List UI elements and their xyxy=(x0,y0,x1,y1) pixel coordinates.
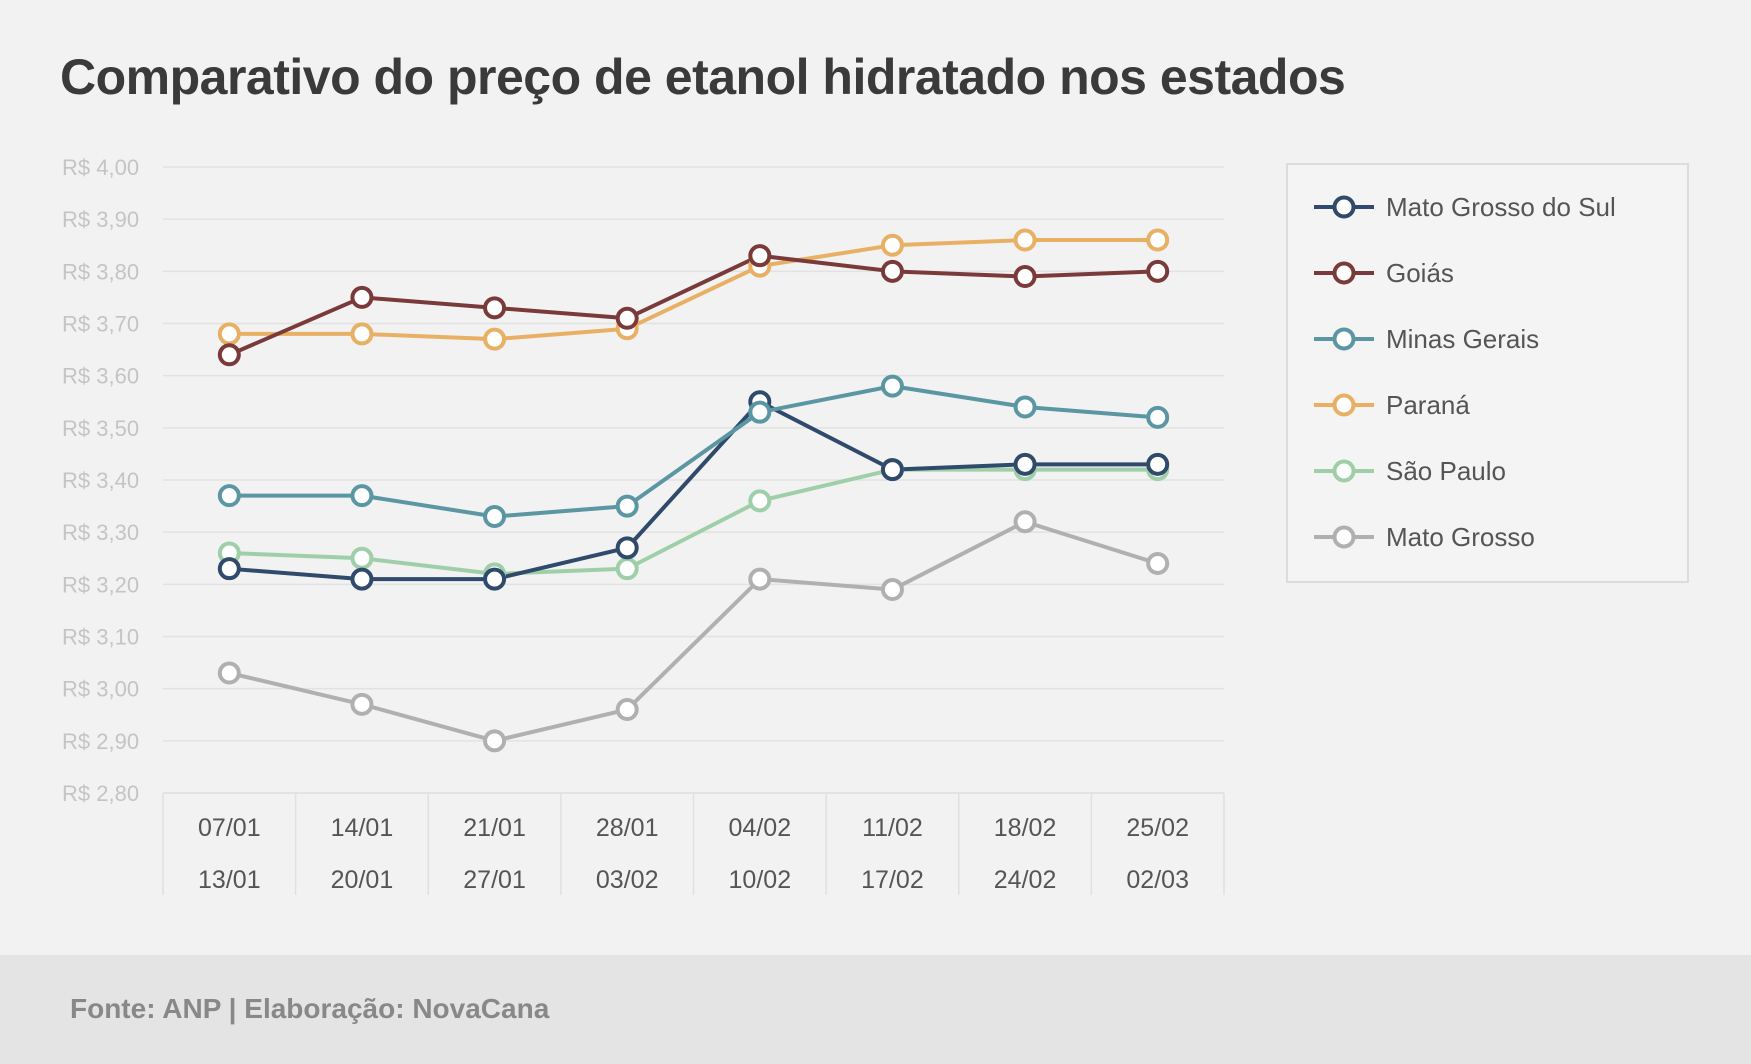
legend-item: Goiás xyxy=(1312,253,1454,293)
data-point-mato-grosso-do-sul xyxy=(350,567,374,591)
y-tick-label: R$ 2,80 xyxy=(62,781,139,806)
data-point-mato-grosso xyxy=(1013,510,1037,534)
legend-label: São Paulo xyxy=(1386,455,1506,486)
data-point-parana xyxy=(350,322,374,346)
data-point-mato-grosso-do-sul xyxy=(217,557,241,581)
x-tick-label: 28/01 xyxy=(596,814,659,842)
legend-label: Minas Gerais xyxy=(1386,323,1540,354)
data-point-goias xyxy=(483,296,507,320)
data-point-sao-paulo xyxy=(748,489,772,513)
x-tick-label: 20/01 xyxy=(331,866,394,894)
legend-item: Mato Grosso xyxy=(1312,517,1535,557)
data-point-mato-grosso xyxy=(880,578,904,602)
x-tick-label: 03/02 xyxy=(596,866,659,894)
data-point-sao-paulo xyxy=(615,557,639,581)
data-point-mato-grosso xyxy=(615,698,639,722)
y-tick-label: R$ 3,90 xyxy=(62,207,139,232)
data-point-mato-grosso-do-sul xyxy=(880,458,904,482)
series-line-sao-paulo xyxy=(229,467,1158,576)
x-tick-label: 11/02 xyxy=(862,814,923,842)
legend-marker-icon xyxy=(1314,459,1374,483)
series-line-mato-grosso-do-sul xyxy=(229,399,1158,582)
data-point-minas-gerais xyxy=(350,484,374,508)
series-line-goias xyxy=(228,253,1158,357)
legend-item: Mato Grosso do Sul xyxy=(1312,187,1616,227)
footer: Fonte: ANP | Elaboração: NovaCana xyxy=(0,955,1751,1064)
series-line-minas-gerais xyxy=(229,384,1158,519)
data-point-goias xyxy=(217,343,241,367)
data-point-parana xyxy=(483,327,507,351)
x-tick-label: 13/01 xyxy=(198,866,261,894)
data-point-mato-grosso xyxy=(1146,551,1170,575)
data-point-parana xyxy=(1146,228,1170,252)
data-point-goias xyxy=(748,244,772,268)
data-point-minas-gerais xyxy=(615,494,639,518)
data-point-mato-grosso xyxy=(748,567,772,591)
series-line-mato-grosso xyxy=(228,519,1159,743)
data-point-mato-grosso xyxy=(350,692,374,716)
data-point-mato-grosso-do-sul xyxy=(483,567,507,591)
data-point-parana xyxy=(1013,228,1037,252)
x-tick-label: 25/02 xyxy=(1126,814,1189,842)
data-point-minas-gerais xyxy=(1146,405,1170,429)
data-point-minas-gerais xyxy=(217,484,241,508)
line-chart: R$ 2,80 R$ 2,90 R$ 3,00 R$ 3,10 R$ 3,20 R$ 3,… xyxy=(62,155,1225,895)
y-tick-label: R$ 3,00 xyxy=(62,677,139,702)
x-tick-label: 02/03 xyxy=(1126,866,1189,894)
x-tick-label: 10/02 xyxy=(729,866,792,894)
y-tick-label: R$ 3,80 xyxy=(62,259,139,284)
y-tick-label: R$ 2,90 xyxy=(62,729,139,754)
y-tick-label: R$ 3,70 xyxy=(62,312,139,337)
legend-marker-icon xyxy=(1314,393,1374,417)
data-point-sao-paulo xyxy=(350,546,374,570)
legend-item: Paraná xyxy=(1312,385,1470,425)
data-point-mato-grosso xyxy=(483,729,507,753)
data-point-goias xyxy=(615,306,639,330)
y-tick-label: R$ 3,40 xyxy=(62,468,139,493)
x-tick-label: 17/02 xyxy=(861,866,924,894)
legend-item: Minas Gerais xyxy=(1312,319,1539,359)
chart-legend: Mato Grosso do Sul Goiás Minas Gerais Paran… xyxy=(1286,163,1689,583)
series-line-parana xyxy=(229,238,1158,342)
legend-label: Paraná xyxy=(1386,389,1470,420)
legend-label: Mato Grosso xyxy=(1386,521,1535,552)
legend-marker-icon xyxy=(1314,525,1374,549)
y-tick-label: R$ 3,50 xyxy=(62,416,139,441)
data-point-goias xyxy=(350,285,374,309)
x-tick-label: 27/01 xyxy=(463,866,526,894)
y-tick-label: R$ 3,60 xyxy=(62,364,139,389)
data-point-mato-grosso-do-sul xyxy=(1146,452,1170,476)
x-tick-label: 04/02 xyxy=(729,814,792,842)
legend-marker-icon xyxy=(1314,195,1374,219)
legend-marker-icon xyxy=(1314,327,1374,351)
x-tick-label: 18/02 xyxy=(994,814,1057,842)
data-point-goias xyxy=(1146,259,1170,283)
data-point-mato-grosso xyxy=(217,661,241,685)
legend-label: Goiás xyxy=(1386,257,1454,288)
y-tick-label: R$ 3,30 xyxy=(62,520,139,545)
data-point-minas-gerais xyxy=(748,400,772,424)
data-point-mato-grosso-do-sul xyxy=(615,536,639,560)
x-tick-label: 21/01 xyxy=(463,814,526,842)
data-point-parana xyxy=(880,233,904,257)
y-tick-label: R$ 4,00 xyxy=(62,155,139,180)
data-point-mato-grosso-do-sul xyxy=(1013,452,1037,476)
data-point-goias xyxy=(880,259,904,283)
data-point-parana xyxy=(217,322,241,346)
data-point-minas-gerais xyxy=(483,505,507,529)
legend-label: Mato Grosso do Sul xyxy=(1386,191,1616,222)
chart-title: Comparativo do preço de etanol hidratado… xyxy=(60,49,1346,105)
x-tick-label: 24/02 xyxy=(994,866,1057,894)
legend-marker-icon xyxy=(1314,261,1374,285)
source-note: Fonte: ANP | Elaboração: NovaCana xyxy=(70,993,550,1024)
data-point-minas-gerais xyxy=(880,374,904,398)
y-tick-label: R$ 3,10 xyxy=(62,625,139,650)
x-tick-label: 07/01 xyxy=(198,814,261,842)
legend-item: São Paulo xyxy=(1312,451,1506,491)
y-tick-label: R$ 3,20 xyxy=(62,572,139,597)
data-point-minas-gerais xyxy=(1013,395,1037,419)
x-tick-label: 14/01 xyxy=(331,814,394,842)
data-point-goias xyxy=(1013,265,1037,289)
